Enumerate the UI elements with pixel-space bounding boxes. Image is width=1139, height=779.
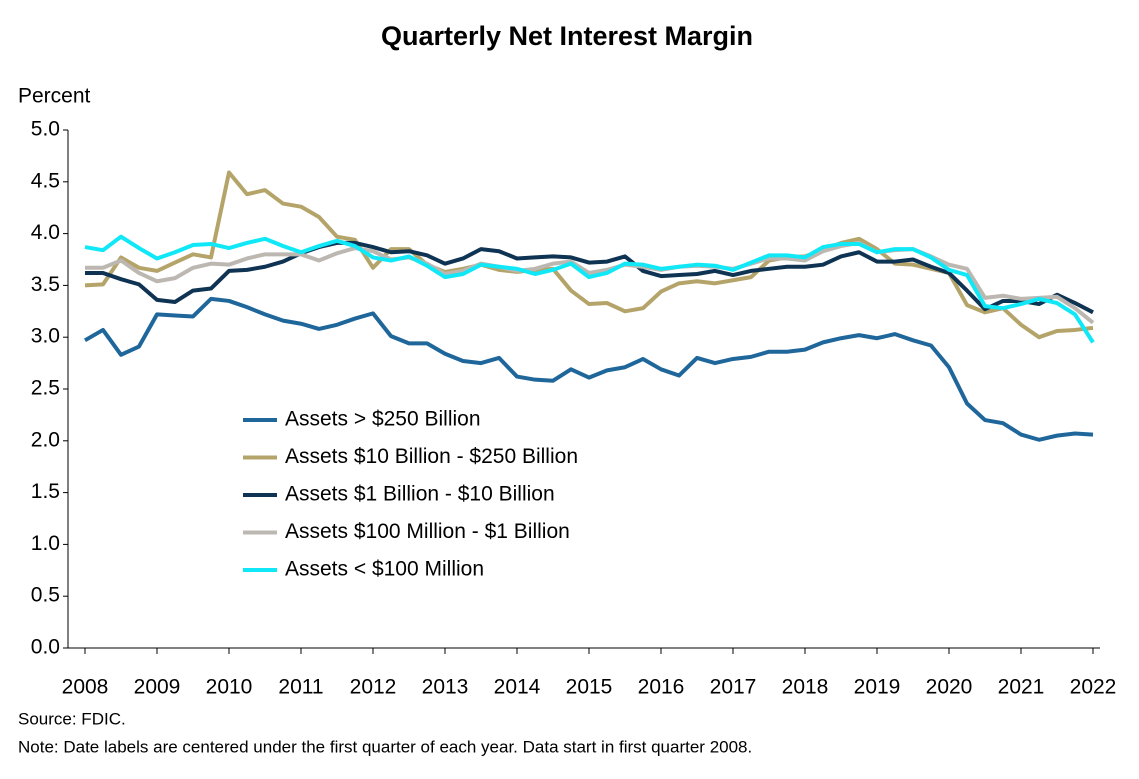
y-tick-label: 3.5 [31, 273, 60, 296]
x-tick-label: 2008 [62, 676, 109, 699]
x-tick-label: 2009 [134, 676, 181, 699]
line-series [85, 240, 1094, 315]
x-tick-label: 2018 [782, 676, 829, 699]
y-tick-label: 4.5 [31, 169, 60, 192]
legend-label: Assets < $100 Million [285, 558, 484, 581]
x-tick-label: 2021 [998, 676, 1045, 699]
legend-label: Assets > $250 Billion [285, 408, 481, 431]
line-series [84, 296, 1094, 442]
x-tick-label: 2020 [926, 676, 973, 699]
y-axis-label: Percent [18, 85, 91, 108]
x-tick-label: 2017 [710, 676, 757, 699]
y-tick-label: 2.0 [31, 428, 60, 451]
y-tick-label: 1.0 [31, 532, 60, 555]
y-tick-label: 1.5 [31, 480, 60, 503]
x-tick-label: 2012 [350, 676, 397, 699]
y-tick-label: 2.5 [31, 377, 60, 400]
x-tick-label: 2019 [854, 676, 901, 699]
x-tick-label: 2022 [1070, 676, 1117, 699]
x-tick-label: 2014 [494, 676, 541, 699]
x-tick-label: 2013 [422, 676, 469, 699]
legend-label: Assets $1 Billion - $10 Billion [285, 483, 555, 506]
line-series [84, 170, 1094, 340]
y-tick-label: 0.0 [31, 636, 60, 659]
y-tick-label: 0.5 [31, 584, 60, 607]
note: Note: Date labels are centered under the… [18, 737, 752, 756]
line-series [84, 234, 1095, 344]
legend-label: Assets $100 Million - $1 Billion [285, 520, 570, 543]
source: Source: FDIC. [18, 709, 126, 728]
line-series [85, 240, 1095, 325]
legend-label: Assets $10 Billion - $250 Billion [285, 445, 578, 468]
x-tick-label: 2011 [278, 676, 323, 699]
y-tick-label: 3.0 [31, 325, 60, 348]
y-tick-label: 5.0 [31, 118, 60, 141]
chart-title: Quarterly Net Interest Margin [381, 21, 753, 51]
y-tick-label: 4.0 [31, 221, 60, 244]
x-tick-label: 2016 [638, 676, 685, 699]
x-tick-label: 2015 [566, 676, 613, 699]
x-tick-label: 2010 [206, 676, 253, 699]
